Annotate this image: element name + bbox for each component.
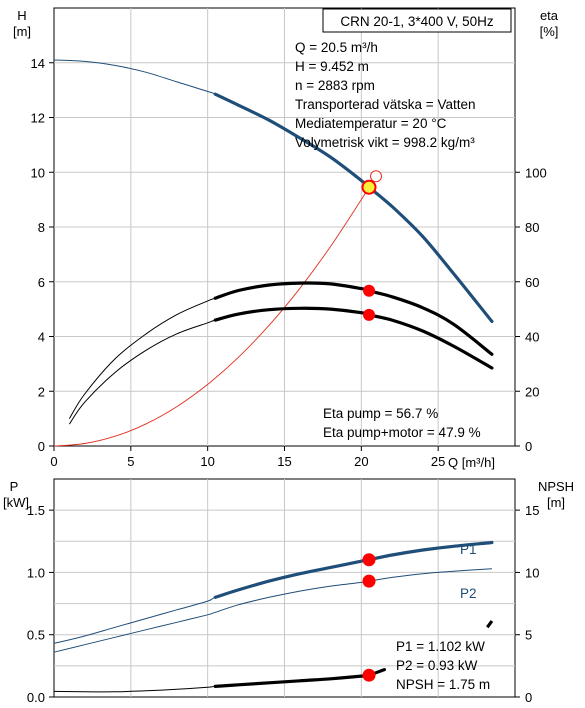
x-tick-label: 15 bbox=[277, 454, 291, 469]
y2-tick-label: 60 bbox=[525, 275, 539, 290]
y2-tick-label: 100 bbox=[525, 165, 547, 180]
top-markers bbox=[361, 170, 383, 321]
y-tick-label: 1.5 bbox=[27, 503, 45, 518]
x-tick-label: 0 bbox=[50, 454, 57, 469]
series-eta_pump-operating-range bbox=[213, 281, 494, 356]
y-tick-label: 10 bbox=[31, 165, 45, 180]
bottom-markers bbox=[362, 553, 376, 682]
series-head-operating-range bbox=[213, 92, 494, 323]
info-p2: P2 = 0.93 kW bbox=[396, 658, 478, 673]
top-chart: H [m] eta [%] 0 5 10 15 20 25 0 2 4 6 8 10 12 14 0 20… bbox=[13, 7, 559, 470]
op-point-duty bbox=[370, 170, 383, 183]
series-system bbox=[53, 187, 370, 447]
top-y2-ticks: 0 20 40 60 80 100 bbox=[515, 165, 547, 454]
info-temp: Mediatemperatur = 20 °C bbox=[295, 116, 447, 131]
top-y-label: H bbox=[17, 8, 26, 23]
top-y-ticks: 0 2 4 6 8 10 12 14 bbox=[31, 56, 54, 454]
op-point-p1 bbox=[362, 553, 376, 567]
y2-tick-label: 20 bbox=[525, 384, 539, 399]
info-h: H = 9.452 m bbox=[295, 59, 369, 74]
bottom-y-ticks: 0.0 0.5 1.0 1.5 bbox=[27, 503, 54, 705]
y2-tick-label: 15 bbox=[525, 503, 539, 518]
bottom-info: P1 = 1.102 kW P2 = 0.93 kW NPSH = 1.75 m bbox=[396, 639, 490, 692]
y-tick-label: 0.5 bbox=[27, 628, 45, 643]
y-tick-label: 12 bbox=[31, 111, 45, 126]
op-point-eta-pump-motor bbox=[363, 308, 376, 321]
op-point-p2 bbox=[362, 574, 376, 588]
top-series bbox=[53, 59, 494, 447]
top-y2-label: eta bbox=[540, 8, 559, 23]
bottom-y2-ticks: 0 5 10 15 bbox=[515, 503, 539, 705]
y2-tick-label: 80 bbox=[525, 220, 539, 235]
series-eta_pump_motor-operating-range bbox=[213, 306, 494, 370]
info-n: n = 2883 rpm bbox=[295, 78, 375, 93]
y-tick-label: 6 bbox=[38, 275, 45, 290]
op-point-head bbox=[361, 179, 377, 195]
x-tick-label: 20 bbox=[354, 454, 368, 469]
y2-tick-label: 10 bbox=[525, 565, 539, 580]
info-npsh: NPSH = 1.75 m bbox=[396, 677, 490, 692]
y-tick-label: 4 bbox=[38, 330, 45, 345]
top-x-ticks: 0 5 10 15 20 25 bbox=[50, 446, 445, 469]
y-tick-label: 8 bbox=[38, 220, 45, 235]
bottom-y-label: P bbox=[10, 479, 19, 494]
y2-tick-label: 0 bbox=[525, 690, 532, 705]
series-p2 bbox=[53, 568, 492, 653]
eta-pump-text: Eta pump = 56.7 % bbox=[323, 406, 438, 421]
op-point-npsh bbox=[362, 668, 376, 682]
op-point-eta-pump bbox=[363, 284, 376, 297]
y-tick-label: 1.0 bbox=[27, 565, 45, 580]
top-info: Q = 20.5 m³/h H = 9.452 m n = 2883 rpm T… bbox=[295, 40, 475, 150]
x-tick-label: 25 bbox=[431, 454, 445, 469]
y2-tick-label: 5 bbox=[525, 628, 532, 643]
y2-tick-label: 0 bbox=[525, 439, 532, 454]
x-tick-label: 10 bbox=[200, 454, 214, 469]
bottom-chart: P [kW] NPSH [m] 0.0 0.5 1.0 1.5 0 5 10 15 P1 P… bbox=[3, 478, 574, 705]
y-tick-label: 0.0 bbox=[27, 690, 45, 705]
x-tick-label: 5 bbox=[127, 454, 134, 469]
info-p1: P1 = 1.102 kW bbox=[396, 639, 485, 654]
legend-p1: P1 bbox=[460, 542, 477, 557]
legend-p2: P2 bbox=[460, 586, 477, 601]
y-tick-label: 0 bbox=[38, 439, 45, 454]
chart-title-box bbox=[322, 8, 512, 33]
bottom-y2-label: NPSH bbox=[538, 479, 574, 494]
y2-tick-label: 40 bbox=[525, 330, 539, 345]
top-y2-unit: [%] bbox=[540, 24, 559, 39]
y-tick-label: 2 bbox=[38, 384, 45, 399]
info-density: Volymetrisk vikt = 998.2 kg/m³ bbox=[295, 135, 475, 150]
info-liquid: Transporterad vätska = Vatten bbox=[295, 97, 475, 112]
top-x-label: Q [m³/h] bbox=[448, 455, 495, 470]
bottom-y2-unit: [m] bbox=[547, 495, 565, 510]
bottom-y-unit: [kW] bbox=[3, 495, 29, 510]
bottom-series bbox=[53, 540, 494, 693]
eta-info: Eta pump = 56.7 % Eta pump+motor = 47.9 … bbox=[323, 406, 481, 440]
bottom-grid bbox=[54, 479, 515, 697]
series-p1-operating-range bbox=[213, 540, 494, 599]
y-tick-label: 14 bbox=[31, 56, 45, 71]
eta-pump-motor-text: Eta pump+motor = 47.9 % bbox=[323, 425, 481, 440]
series-npsh_tail bbox=[486, 620, 494, 629]
chart-title: CRN 20-1, 3*400 V, 50Hz bbox=[340, 14, 494, 29]
info-q: Q = 20.5 m³/h bbox=[295, 40, 378, 55]
top-y-unit: [m] bbox=[13, 24, 31, 39]
